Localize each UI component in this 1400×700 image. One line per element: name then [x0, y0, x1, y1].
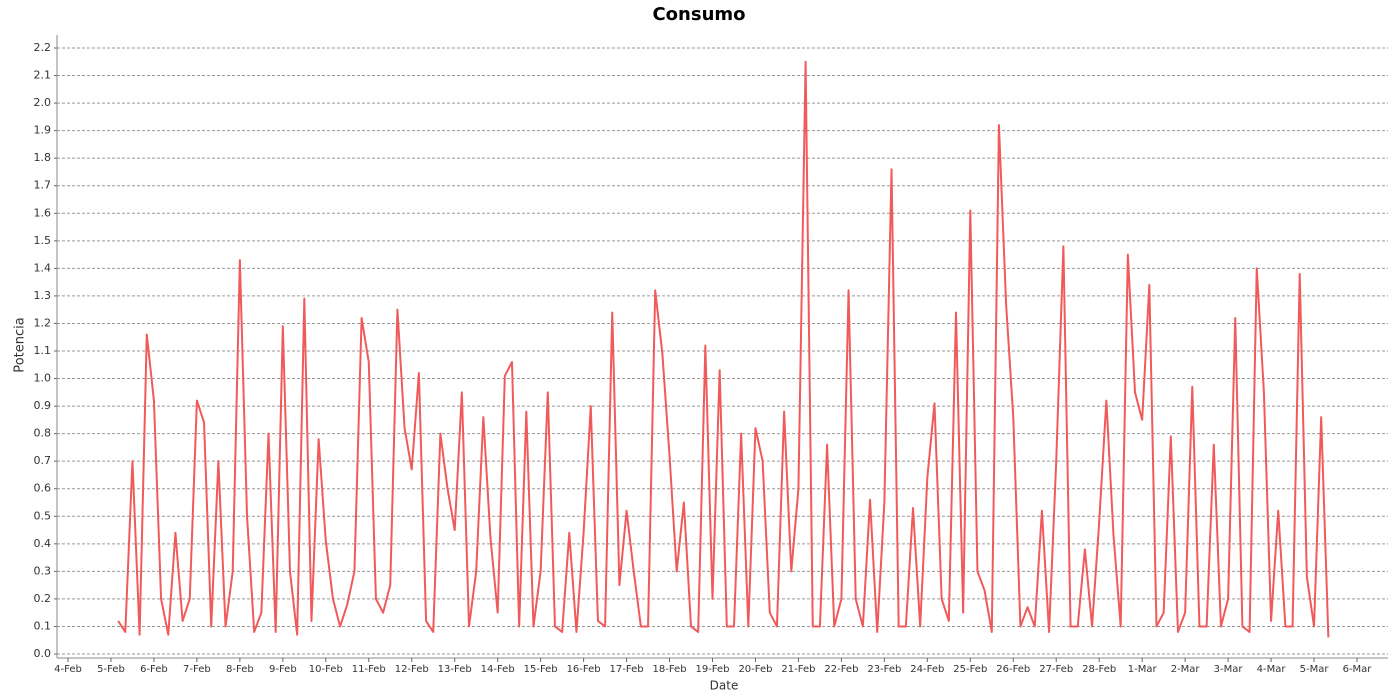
y-tick-label: 0.2 [34, 592, 52, 605]
x-tick-label: 5-Feb [97, 664, 125, 675]
x-tick-label: 13-Feb [438, 664, 472, 675]
x-tick-label: 12-Feb [395, 664, 429, 675]
x-tick-label: 18-Feb [653, 664, 687, 675]
y-tick-label: 1.2 [34, 316, 52, 329]
x-tick-label: 11-Feb [352, 664, 386, 675]
y-tick-label: 2.0 [34, 96, 52, 109]
x-tick-label: 16-Feb [567, 664, 601, 675]
x-tick-label: 23-Feb [867, 664, 901, 675]
x-tick-label: 4-Feb [54, 664, 82, 675]
x-tick-label: 17-Feb [610, 664, 644, 675]
y-tick-label: 0.8 [34, 427, 52, 440]
x-axis-label: Date [710, 679, 739, 693]
y-tick-label: 1.7 [34, 179, 52, 192]
y-tick-label: 0.4 [34, 537, 52, 550]
x-tick-label: 14-Feb [481, 664, 515, 675]
x-tick-label: 21-Feb [781, 664, 815, 675]
y-tick-label: 1.1 [34, 344, 52, 357]
x-tick-label: 6-Feb [140, 664, 168, 675]
y-tick-label: 1.6 [34, 206, 52, 219]
y-tick-label: 1.5 [34, 234, 52, 247]
y-tick-label: 1.9 [34, 124, 52, 137]
y-tick-label: 0.9 [34, 399, 52, 412]
y-tick-label: 0.0 [34, 647, 52, 660]
y-tick-label: 0.3 [34, 564, 52, 577]
y-tick-label: 0.5 [34, 509, 52, 522]
y-tick-label: 1.3 [34, 289, 52, 302]
x-tick-label: 26-Feb [996, 664, 1030, 675]
y-tick-label: 1.0 [34, 372, 52, 385]
x-tick-label: 24-Feb [910, 664, 944, 675]
y-axis-label: Potencia [13, 317, 28, 372]
y-tick-label: 1.4 [34, 261, 52, 274]
y-tick-label: 0.6 [34, 482, 52, 495]
x-tick-label: 7-Feb [183, 664, 211, 675]
x-tick-label: 15-Feb [524, 664, 558, 675]
x-tick-label: 5-Mar [1300, 664, 1330, 675]
x-tick-label: 22-Feb [824, 664, 858, 675]
x-tick-label: 8-Feb [226, 664, 254, 675]
x-tick-label: 20-Feb [738, 664, 772, 675]
x-tick-label: 1-Mar [1128, 664, 1158, 675]
x-tick-label: 4-Mar [1257, 664, 1287, 675]
x-tick-label: 25-Feb [953, 664, 987, 675]
x-tick-label: 27-Feb [1039, 664, 1073, 675]
x-tick-label: 9-Feb [269, 664, 297, 675]
x-tick-label: 28-Feb [1082, 664, 1116, 675]
x-tick-label: 19-Feb [695, 664, 729, 675]
line-series [117, 60, 1330, 638]
x-tick-label: 10-Feb [309, 664, 343, 675]
chart-title: Consumo [652, 4, 745, 25]
y-tick-label: 1.8 [34, 151, 52, 164]
y-tick-label: 0.1 [34, 619, 52, 632]
x-tick-label: 2-Mar [1171, 664, 1201, 675]
x-tick-label: 6-Mar [1343, 664, 1373, 675]
y-tick-label: 2.1 [34, 69, 52, 82]
y-tick-label: 0.7 [34, 454, 52, 467]
y-tick-label: 2.2 [34, 41, 52, 54]
x-tick-label: 3-Mar [1214, 664, 1244, 675]
